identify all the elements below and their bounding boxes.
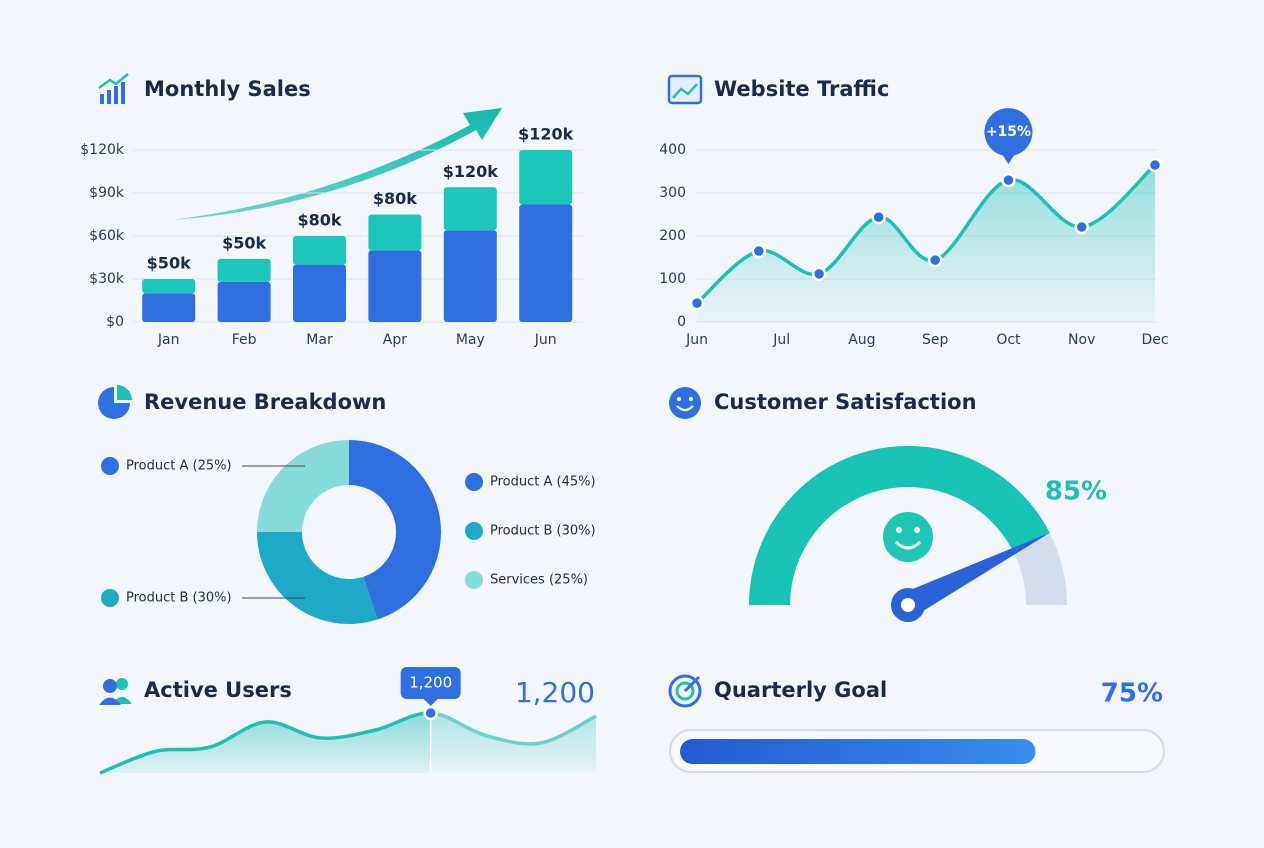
x-tick-label: Aug	[848, 332, 875, 348]
traffic-point	[751, 243, 767, 259]
bar-segment	[217, 258, 271, 282]
gauge-needle	[902, 532, 1051, 617]
users-point	[423, 705, 438, 721]
callout-label: Product A (25%)	[126, 459, 232, 474]
callout-dot	[101, 457, 119, 475]
y-tick-label: 400	[659, 142, 686, 158]
goal-icon	[668, 674, 702, 708]
legend-label: Services (25%)	[490, 573, 588, 588]
bar-segment	[443, 187, 497, 231]
sales-icon	[98, 73, 129, 104]
bar-segment	[293, 264, 346, 322]
chart-title: Active Users	[144, 678, 292, 702]
bar-segment	[519, 150, 573, 205]
bar-segment	[368, 250, 422, 322]
y-tick-label: $120k	[80, 142, 125, 158]
callout-dot	[101, 589, 119, 607]
progress-fill	[680, 739, 1036, 764]
bar-annotation: $80k	[297, 211, 341, 230]
callout-label: 1,200	[409, 674, 452, 692]
y-tick-label: 100	[659, 271, 686, 287]
progress-label: 75%	[1101, 679, 1163, 709]
x-tick-label: May	[456, 332, 485, 348]
bar-segment	[443, 230, 497, 322]
callout-label: Product B (30%)	[126, 591, 232, 606]
kpi-value: 1,200	[515, 676, 595, 709]
y-tick-label: $90k	[89, 185, 125, 201]
chart-title: Quarterly Goal	[714, 678, 887, 702]
x-tick-label: Jun	[534, 332, 557, 348]
users-line	[99, 711, 597, 775]
callout-bubble	[984, 108, 1033, 157]
traffic-point	[689, 295, 705, 311]
callout-pointer	[423, 699, 438, 706]
pie-icon	[98, 385, 132, 419]
bar-segment	[293, 236, 346, 265]
trend-arrow	[172, 108, 502, 220]
chart-title: Monthly Sales	[144, 77, 311, 101]
x-tick-label: Mar	[306, 332, 333, 348]
bar-annotation: $50k	[147, 254, 191, 273]
legend-dot	[465, 571, 483, 589]
y-tick-label: $30k	[89, 271, 125, 287]
traffic-point	[1147, 157, 1163, 173]
donut-slice	[349, 440, 441, 620]
traffic-point	[811, 266, 827, 282]
y-tick-label: $60k	[89, 228, 125, 244]
traffic-point	[1074, 219, 1089, 235]
users-shade	[430, 703, 596, 773]
legend-dot	[465, 473, 483, 491]
traffic-icon	[667, 74, 703, 105]
needle-pin	[901, 598, 915, 612]
x-tick-label: Jun	[685, 332, 708, 348]
users-area	[100, 712, 596, 773]
legend-dot	[465, 522, 483, 540]
x-tick-label: Nov	[1068, 332, 1095, 348]
chart-title: Revenue Breakdown	[144, 390, 386, 414]
traffic-point	[927, 252, 943, 268]
bar-annotation: $120k	[518, 125, 574, 144]
gauge-value	[749, 446, 1050, 606]
x-tick-label: Feb	[232, 332, 257, 348]
traffic-point	[871, 209, 886, 225]
smile-icon	[669, 387, 701, 419]
callout-box	[400, 667, 461, 699]
bar-segment	[519, 204, 573, 322]
bar-segment	[142, 293, 196, 322]
x-tick-label: Dec	[1141, 332, 1168, 348]
bar-segment	[368, 214, 422, 251]
donut-slice	[257, 532, 378, 625]
chart-title: Website Traffic	[714, 77, 889, 101]
donut-slice	[257, 440, 349, 532]
y-tick-label: 300	[659, 185, 686, 201]
x-tick-label: Jan	[157, 332, 180, 348]
bar-segment	[142, 279, 196, 294]
traffic-area	[697, 165, 1155, 322]
gauge-smile	[883, 512, 933, 562]
x-tick-label: Apr	[383, 332, 407, 348]
users-icon	[99, 678, 132, 705]
legend-label: Product B (30%)	[490, 524, 596, 539]
chart-title: Customer Satisfaction	[714, 390, 977, 414]
callout-label: +15%	[986, 124, 1031, 140]
traffic-point	[1001, 172, 1016, 188]
y-tick-label: $0	[106, 314, 124, 330]
bar-annotation: $50k	[222, 233, 266, 252]
y-tick-label: 200	[659, 228, 686, 244]
bar-annotation: $120k	[443, 162, 499, 181]
gauge-label: 85%	[1045, 477, 1107, 507]
bar-segment	[217, 281, 271, 322]
legend-label: Product A (45%)	[490, 475, 596, 490]
x-tick-label: Sep	[922, 332, 949, 348]
bar-annotation: $80k	[373, 189, 417, 208]
y-tick-label: 0	[677, 314, 686, 330]
x-tick-label: Jul	[772, 332, 790, 348]
x-tick-label: Oct	[996, 332, 1021, 348]
